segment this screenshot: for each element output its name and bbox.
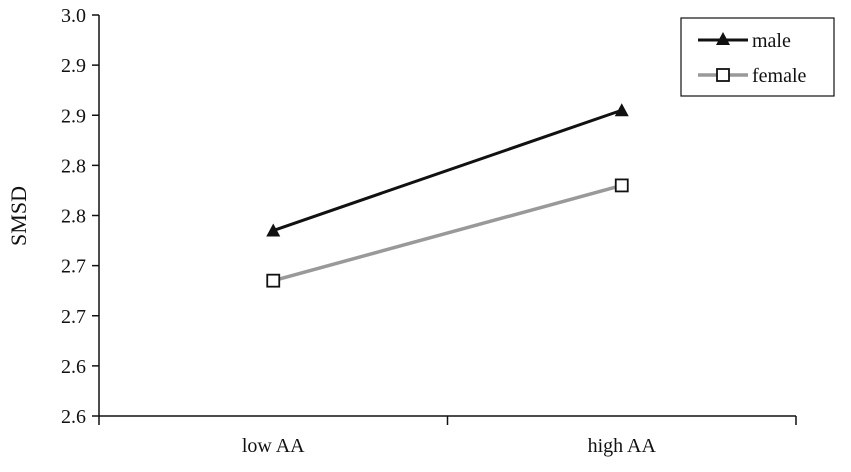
series-layer	[266, 103, 629, 288]
data-point-female	[614, 178, 629, 193]
x-tick-label: low AA	[242, 435, 305, 457]
legend-box	[680, 17, 835, 97]
y-tick-label: 2.9	[61, 55, 86, 77]
legend: male female	[680, 17, 835, 97]
legend-label-female: female	[752, 65, 807, 87]
y-tick-label: 2.7	[61, 306, 86, 328]
data-point-male	[614, 103, 629, 117]
y-tick-label: 3.0	[61, 5, 86, 27]
y-tick-label: 2.6	[61, 406, 86, 428]
series-line-female	[272, 183, 623, 283]
legend-marker-female	[716, 68, 730, 82]
legend-marker-male	[716, 32, 730, 45]
y-axis-ticks: 2.6 2.6 2.7 2.7 2.8 2.8 2.9 2.9 3.0	[61, 5, 99, 428]
data-point-female	[266, 273, 281, 288]
y-tick-label: 2.9	[61, 105, 86, 127]
y-tick-label: 2.7	[61, 256, 86, 278]
y-axis-title: SMSD	[6, 186, 31, 246]
series-line-male	[272, 108, 623, 232]
x-axis-ticks: low AA high AA	[98, 416, 797, 457]
x-tick-label: high AA	[588, 435, 657, 457]
legend-label-male: male	[752, 30, 791, 52]
y-tick-label: 2.6	[61, 356, 86, 378]
y-tick-label: 2.8	[61, 206, 86, 228]
y-tick-label: 2.8	[61, 155, 86, 177]
data-point-male	[266, 223, 281, 237]
